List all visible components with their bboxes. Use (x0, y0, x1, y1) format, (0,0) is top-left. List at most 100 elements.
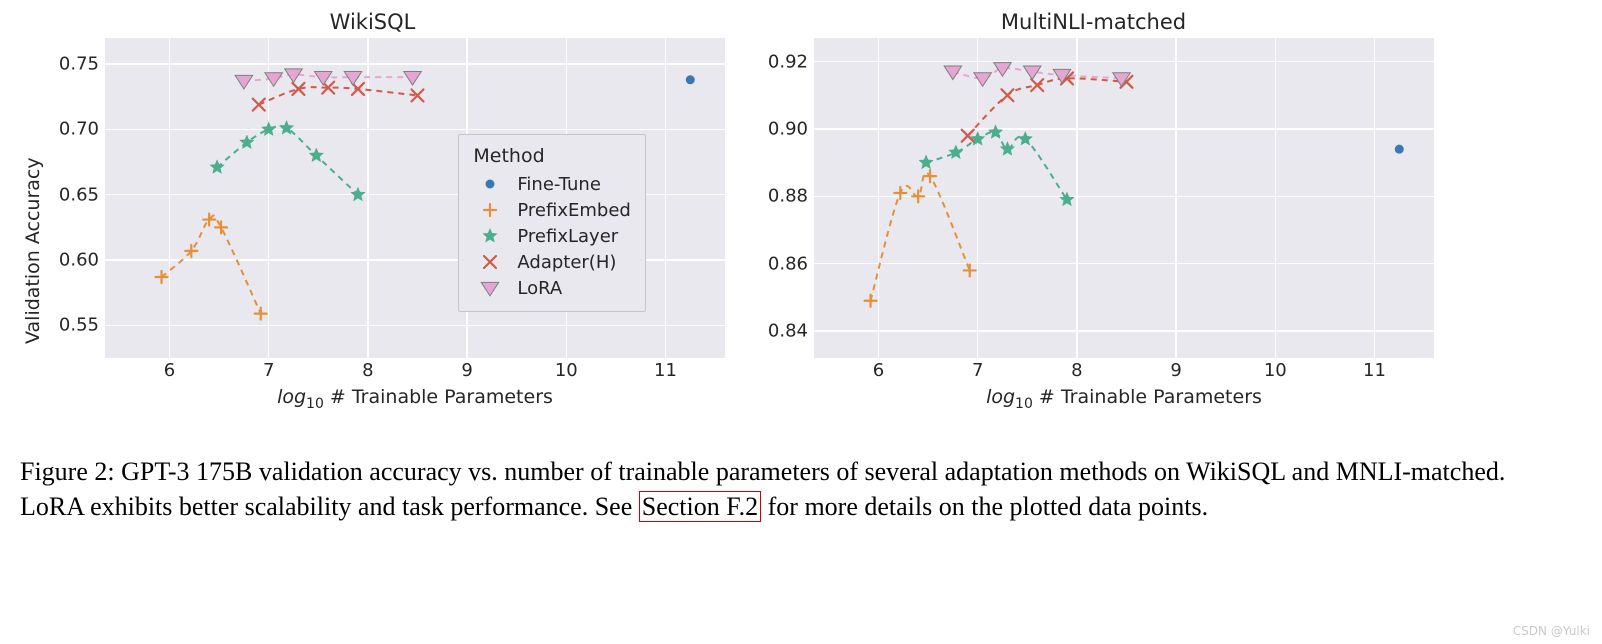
x-axis-label: log10 # Trainable Parameters (814, 386, 1434, 412)
gridline-horizontal (814, 263, 1434, 265)
plot-area: MethodFine-TunePrefixEmbedPrefixLayerAda… (105, 38, 725, 358)
series-line-prefix_layer (217, 126, 358, 195)
marker-prefix_layer (988, 125, 1002, 139)
x-tick-label: 11 (654, 360, 677, 381)
x-tick-label: 9 (461, 360, 472, 381)
x-ticks: 67891011 (814, 358, 1434, 384)
marker-lora (994, 63, 1012, 77)
plot-column: MethodFine-TunePrefixEmbedPrefixLayerAda… (105, 38, 725, 424)
x-axis-label: log10 # Trainable Parameters (105, 386, 725, 412)
x-tick-label: 7 (263, 360, 274, 381)
gridline-horizontal (814, 330, 1434, 332)
plot-column: 67891011log10 # Trainable Parameters (814, 38, 1434, 412)
legend-item: LoRA (473, 275, 630, 301)
legend-label: PrefixLayer (517, 226, 618, 247)
y-axis-label: Validation Accuracy (20, 38, 44, 424)
legend-swatch-lora (473, 278, 507, 298)
marker-prefix_embed (894, 187, 906, 199)
marker-prefix_embed (215, 221, 227, 233)
marker-lora (944, 66, 962, 80)
marker-prefix_layer (919, 155, 933, 169)
series-line-prefix_embed (162, 215, 261, 313)
legend-swatch-fine_tune (473, 174, 507, 194)
gridline-vertical (268, 38, 270, 358)
marker-prefix_embed (924, 170, 936, 182)
marker-lora (1023, 66, 1041, 80)
series-lines (814, 38, 1434, 358)
gridline-horizontal (105, 129, 725, 131)
marker-prefix_embed (156, 271, 168, 283)
marker-prefix_layer (309, 148, 323, 162)
marker-adapter (1031, 79, 1043, 91)
marker-adapter (352, 83, 364, 95)
legend-item: PrefixLayer (473, 223, 630, 249)
legend-label: Adapter(H) (517, 252, 616, 273)
marker-prefix_layer (210, 160, 224, 174)
x-tick-label: 11 (1363, 360, 1386, 381)
gridline-vertical (977, 38, 979, 358)
x-tick-label: 9 (1170, 360, 1181, 381)
marker-prefix_embed (185, 245, 197, 257)
marker-fine_tune (1395, 145, 1404, 154)
x-tick-label: 10 (1264, 360, 1287, 381)
marker-prefix_embed (865, 295, 877, 307)
gridline-vertical (1076, 38, 1078, 358)
marker-adapter (292, 83, 304, 95)
marker-lora (344, 71, 362, 85)
plot-area (814, 38, 1434, 358)
figure-caption: Figure 2: GPT-3 175B validation accuracy… (20, 454, 1540, 524)
series-line-prefix_layer (926, 132, 1067, 200)
gridline-horizontal (814, 61, 1434, 63)
marker-adapter (1001, 89, 1013, 101)
gridline-vertical (1275, 38, 1277, 358)
panel-title: MultiNLI-matched (753, 10, 1434, 34)
y-ticks: 0.550.600.650.700.75 (44, 38, 105, 358)
gridline-horizontal (105, 63, 725, 65)
y-ticks: 0.840.860.880.900.92 (753, 38, 814, 358)
y-tick-label: 0.86 (768, 253, 808, 274)
marker-adapter (962, 130, 974, 142)
caption-link[interactable]: Section F.2 (639, 491, 761, 522)
y-tick-label: 0.55 (59, 315, 99, 336)
gridline-vertical (1374, 38, 1376, 358)
marker-prefix_layer (279, 121, 293, 135)
chart-panel: MultiNLI-matched0.840.860.880.900.926789… (753, 10, 1434, 412)
x-tick-label: 8 (1071, 360, 1082, 381)
figure-row: WikiSQLValidation Accuracy0.550.600.650.… (20, 10, 1582, 424)
marker-prefix_embed (203, 214, 215, 226)
gridline-vertical (169, 38, 171, 358)
legend-swatch-prefix_embed (473, 200, 507, 220)
marker-prefix_layer (1018, 132, 1032, 146)
marker-prefix_layer (240, 135, 254, 149)
plot-wrap: 0.840.860.880.900.9267891011log10 # Trai… (753, 38, 1434, 412)
watermark: CSDN @Yulki (1513, 624, 1590, 638)
marker-adapter (1061, 72, 1073, 84)
legend-label: Fine-Tune (517, 174, 601, 195)
y-tick-label: 0.92 (768, 51, 808, 72)
y-tick-label: 0.90 (768, 118, 808, 139)
gridline-horizontal (814, 196, 1434, 198)
marker-lora (235, 75, 253, 89)
gridline-horizontal (814, 128, 1434, 130)
legend-item: PrefixEmbed (473, 197, 630, 223)
marker-adapter (322, 82, 334, 94)
y-tick-label: 0.70 (59, 119, 99, 140)
series-markers (814, 38, 1434, 358)
marker-prefix_embed (255, 308, 267, 320)
marker-prefix_embed (964, 264, 976, 276)
marker-adapter (1120, 76, 1132, 88)
legend-swatch-adapter (473, 252, 507, 272)
legend-swatch-prefix_layer (473, 226, 507, 246)
marker-prefix_layer (1000, 142, 1014, 156)
legend: MethodFine-TunePrefixEmbedPrefixLayerAda… (458, 134, 645, 312)
caption-text-suffix: for more details on the plotted data poi… (761, 492, 1208, 521)
gridline-horizontal (105, 325, 725, 327)
marker-lora (1053, 69, 1071, 83)
series-line-adapter (968, 78, 1127, 135)
x-tick-label: 6 (873, 360, 884, 381)
legend-label: LoRA (517, 278, 562, 299)
y-tick-label: 0.65 (59, 184, 99, 205)
legend-label: PrefixEmbed (517, 200, 630, 221)
marker-adapter (253, 99, 265, 111)
x-tick-label: 8 (362, 360, 373, 381)
